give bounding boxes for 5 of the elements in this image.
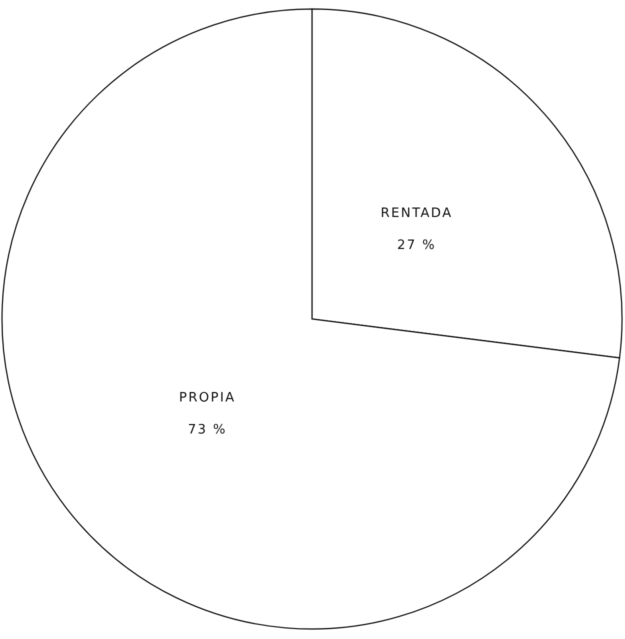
slice-label: PROPIA — [179, 390, 236, 406]
slice-label: RENTADA — [380, 206, 453, 221]
data-label: 27 % — [397, 238, 436, 253]
data-label: 73 % — [188, 422, 227, 438]
pie-slice — [2, 8, 620, 630]
